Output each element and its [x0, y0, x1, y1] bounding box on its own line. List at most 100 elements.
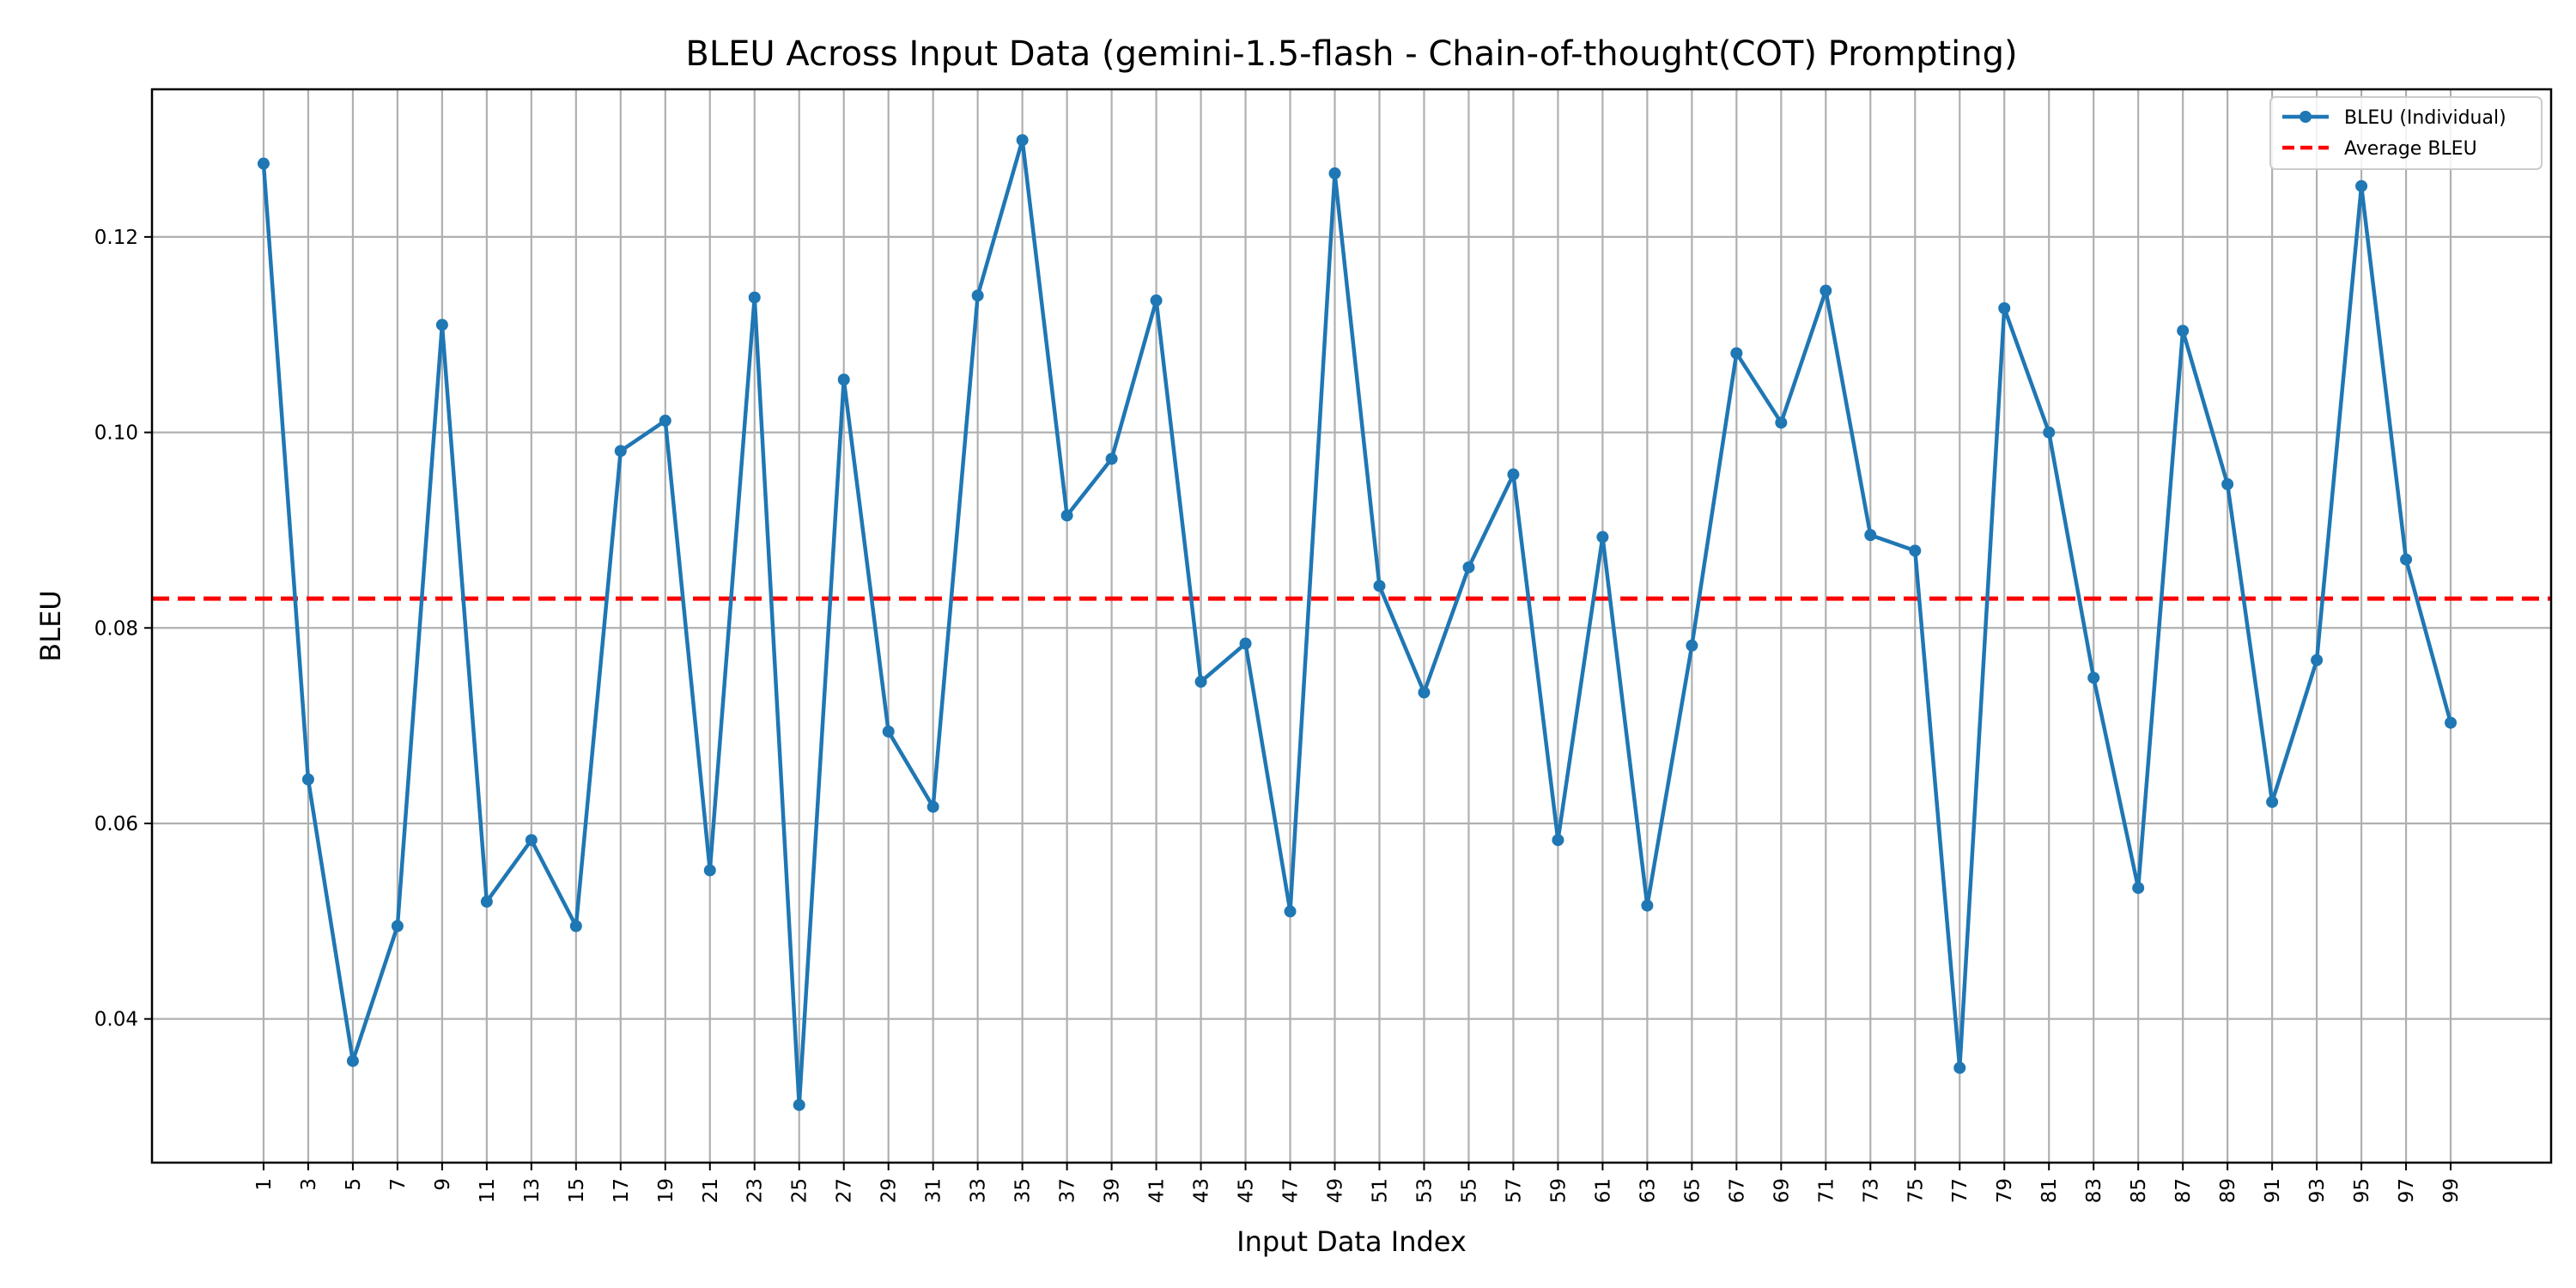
bleu-data-point [748, 291, 761, 304]
bleu-data-point [1105, 453, 1118, 465]
bleu-data-point [2221, 477, 2234, 490]
x-tick-label: 31 [923, 1178, 945, 1203]
x-tick-label: 3 [298, 1178, 320, 1191]
x-tick-label: 41 [1146, 1178, 1169, 1203]
bleu-data-point [1418, 686, 1431, 699]
x-tick-label: 59 [1547, 1178, 1570, 1203]
x-tick-label: 13 [521, 1178, 544, 1203]
bleu-data-point [346, 1054, 359, 1067]
x-tick-label: 27 [834, 1178, 856, 1203]
y-axis-label: BLEU [34, 590, 67, 661]
bleu-data-point [1150, 294, 1163, 307]
x-tick-label: 49 [1325, 1178, 1347, 1203]
bleu-data-point [927, 800, 939, 813]
bleu-data-point [1953, 1061, 1966, 1074]
bleu-data-point [480, 896, 493, 908]
x-tick-label: 95 [2351, 1178, 2373, 1203]
x-tick-label: 97 [2396, 1178, 2418, 1203]
bleu-data-point [1820, 284, 1832, 297]
bleu-data-point [1596, 531, 1609, 544]
x-tick-label: 9 [432, 1178, 454, 1191]
bleu-data-point [391, 920, 404, 933]
x-tick-label: 65 [1681, 1178, 1704, 1203]
bleu-data-point [2445, 716, 2458, 729]
legend-label-individual: BLEU (Individual) [2344, 107, 2506, 129]
series-layer [257, 134, 2458, 1111]
x-tick-label: 5 [343, 1178, 365, 1191]
bleu-data-point [1194, 675, 1207, 688]
bleu-data-point [1462, 561, 1475, 574]
x-tick-label: 83 [2083, 1178, 2105, 1203]
x-tick-label: 45 [1236, 1178, 1258, 1203]
bleu-data-point [2355, 179, 2368, 192]
bleu-data-point [2400, 553, 2413, 566]
y-tick-label: 0.10 [94, 422, 138, 445]
bleu-data-point [1775, 416, 1788, 429]
x-tick-label: 89 [2217, 1178, 2239, 1203]
x-tick-label: 91 [2262, 1178, 2284, 1203]
x-tick-label: 57 [1503, 1178, 1525, 1203]
y-tick-label: 0.08 [94, 617, 138, 640]
y-tick-label: 0.12 [94, 227, 138, 249]
grid-lines [152, 89, 2551, 1163]
x-axis-label: Input Data Index [1236, 1225, 1467, 1258]
legend-marker-individual [2300, 111, 2312, 123]
bleu-data-point [2043, 426, 2056, 439]
x-tick-label: 61 [1592, 1178, 1614, 1203]
bleu-data-point [703, 864, 716, 877]
x-tick-label: 75 [1905, 1178, 1927, 1203]
x-tick-label: 85 [2128, 1178, 2150, 1203]
x-axis-ticks: 1 3 5 7 9 11 13 15 17 19 21 23 25 27 29 31 33 35 37 39 41 43 4… [253, 1163, 2463, 1203]
bleu-data-point [971, 289, 984, 302]
bleu-data-point [2177, 325, 2190, 337]
bleu-data-point [1328, 167, 1341, 179]
x-tick-label: 87 [2172, 1178, 2195, 1203]
x-tick-label: 37 [1057, 1178, 1079, 1203]
bleu-data-point [1730, 347, 1743, 360]
bleu-data-point [2311, 653, 2324, 666]
x-tick-label: 35 [1012, 1178, 1035, 1203]
bleu-data-point [1864, 529, 1877, 542]
x-tick-label: 51 [1369, 1178, 1391, 1203]
x-tick-label: 1 [253, 1178, 276, 1191]
bleu-data-point [2132, 882, 2145, 895]
x-tick-label: 93 [2306, 1178, 2329, 1203]
legend: BLEU (Individual) Average BLEU [2269, 96, 2543, 170]
bleu-data-point [1016, 134, 1029, 147]
x-tick-label: 69 [1771, 1178, 1793, 1203]
bleu-data-point [1284, 905, 1297, 918]
bleu-data-point [569, 920, 582, 933]
x-tick-label: 63 [1637, 1178, 1659, 1203]
bleu-data-point [614, 445, 627, 458]
bleu-data-point [525, 834, 538, 847]
legend-label-average: Average BLEU [2344, 138, 2477, 160]
x-tick-label: 19 [655, 1178, 677, 1203]
x-tick-label: 53 [1413, 1178, 1436, 1203]
x-tick-label: 17 [611, 1178, 633, 1203]
bleu-data-point [1998, 302, 2011, 315]
x-tick-label: 73 [1860, 1178, 1882, 1203]
x-tick-label: 25 [789, 1178, 811, 1203]
x-tick-label: 77 [1949, 1178, 1971, 1203]
bleu-data-point [837, 374, 850, 386]
bleu-data-point [1686, 639, 1698, 652]
bleu-data-point [257, 157, 270, 170]
bleu-data-point [2266, 795, 2279, 808]
bleu-data-point [1507, 468, 1520, 481]
x-tick-label: 29 [878, 1178, 901, 1203]
bleu-individual-line [261, 137, 2453, 1108]
bleu-data-point [1060, 509, 1073, 522]
x-tick-label: 21 [700, 1178, 722, 1203]
x-tick-label: 47 [1280, 1178, 1303, 1203]
x-tick-label: 67 [1726, 1178, 1748, 1203]
x-tick-label: 23 [744, 1178, 767, 1203]
y-tick-label: 0.04 [94, 1009, 138, 1031]
x-tick-label: 55 [1458, 1178, 1480, 1203]
bleu-data-point [435, 319, 448, 331]
x-tick-label: 81 [2038, 1178, 2061, 1203]
bleu-data-point [301, 773, 314, 786]
bleu-data-point [2087, 671, 2100, 684]
x-tick-label: 79 [1994, 1178, 2016, 1203]
y-tick-label: 0.06 [94, 813, 138, 835]
